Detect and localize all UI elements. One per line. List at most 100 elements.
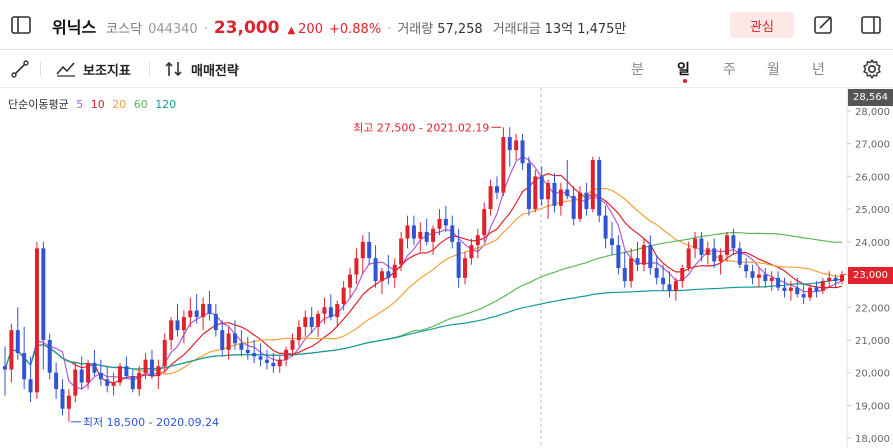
candle-body xyxy=(373,258,378,282)
candle-body xyxy=(316,313,321,327)
indicator-button[interactable]: 보조지표 xyxy=(55,58,131,80)
ma120-line xyxy=(4,278,843,370)
y-tick-label: 24,000 xyxy=(855,238,890,249)
candle-body xyxy=(737,248,742,265)
candle-body xyxy=(245,349,250,354)
candle-body xyxy=(827,277,832,282)
y-tick-label: 20,000 xyxy=(855,369,890,380)
ma10-line xyxy=(4,173,843,384)
period-minute[interactable]: 분 xyxy=(631,62,644,78)
candle-body xyxy=(769,277,774,282)
candle-body xyxy=(194,310,199,318)
trade-amount-value: 13억 1,475만 xyxy=(544,22,627,37)
candle-body xyxy=(750,271,755,278)
candle-body xyxy=(188,310,193,318)
candle-body xyxy=(79,369,84,383)
candle-body xyxy=(603,215,608,239)
candle-body xyxy=(514,140,519,151)
candle-body xyxy=(808,287,813,298)
candle-body xyxy=(641,245,646,265)
candle-body xyxy=(111,382,116,386)
candle-body xyxy=(501,137,506,193)
favorite-button[interactable]: 관심 xyxy=(730,12,794,38)
candle-body xyxy=(264,359,269,363)
price-change: 200 xyxy=(298,22,323,37)
candle-body xyxy=(840,274,844,282)
y-tick-label: 19,000 xyxy=(855,401,890,412)
high-annotation: 최고 27,500 - 2021.02.19 xyxy=(353,121,489,134)
candle-body xyxy=(348,274,353,288)
candle-body xyxy=(105,379,110,386)
period-week[interactable]: 주 xyxy=(723,62,736,78)
candle-body xyxy=(367,241,372,259)
candle-body xyxy=(239,343,244,350)
candle-body xyxy=(763,274,768,282)
toolbar-divider xyxy=(40,62,41,76)
left-panel-toggle-icon[interactable] xyxy=(10,15,32,35)
candlestick-chart[interactable]: 28,000 27,000 26,000 25,000 24,000 23,000 22,0… xyxy=(0,88,893,448)
candle-body xyxy=(322,307,327,314)
period-month[interactable]: 월 xyxy=(767,62,780,78)
candle-body xyxy=(546,182,551,200)
candle-body xyxy=(220,330,225,350)
candle-body xyxy=(258,356,263,360)
candle-body xyxy=(73,369,78,396)
candle-body xyxy=(47,340,52,373)
period-day[interactable]: 일 xyxy=(677,62,690,78)
ma20-label: 20 xyxy=(112,98,127,111)
candle-body xyxy=(271,362,276,367)
candle-body xyxy=(814,287,819,291)
candle-body xyxy=(584,192,589,210)
market-label: 코스닥 xyxy=(106,22,143,37)
right-panel-toggle-icon[interactable] xyxy=(860,15,882,35)
candle-body xyxy=(833,277,838,282)
price-change-pct: +0.88% xyxy=(328,22,382,37)
strategy-label: 매매전략 xyxy=(191,63,239,79)
volume-label: 거래량 xyxy=(397,22,434,37)
edit-icon[interactable] xyxy=(813,15,835,35)
candle-body xyxy=(724,235,729,255)
candle-body xyxy=(488,186,493,210)
candle-body xyxy=(744,264,749,272)
stock-header: 위닉스 코스닥 044340 · 23,000 ▲ 200 +0.88% · 거… xyxy=(0,0,893,50)
candle-body xyxy=(635,258,640,265)
candle-body xyxy=(181,317,186,331)
candle-body xyxy=(609,238,614,246)
candle-body xyxy=(795,287,800,295)
ma20-line xyxy=(4,187,843,376)
candle-body xyxy=(392,264,397,278)
strategy-button[interactable]: 매매전략 xyxy=(163,58,239,80)
candle-body xyxy=(124,366,129,376)
candle-body xyxy=(309,317,314,327)
candle-body xyxy=(712,248,717,262)
draw-line-icon[interactable] xyxy=(10,59,30,79)
candle-body xyxy=(552,182,557,206)
period-year[interactable]: 년 xyxy=(812,62,825,78)
candle-body xyxy=(558,189,563,206)
candle-body xyxy=(92,362,97,373)
settings-gear-icon[interactable] xyxy=(861,58,883,80)
candle-body xyxy=(667,284,672,291)
y-tick-label: 27,000 xyxy=(855,140,890,151)
chart-toolbar: 보조지표 매매전략 분 일 주 월 년 xyxy=(0,50,893,88)
candle-body xyxy=(469,245,474,259)
candle-body xyxy=(66,395,71,409)
ma10-label: 10 xyxy=(90,98,105,111)
candle-body xyxy=(41,248,46,340)
candle-body xyxy=(788,287,793,291)
ma-legend-title: 단순이동평균 xyxy=(8,98,69,111)
candle-body xyxy=(731,235,736,249)
candle-body xyxy=(162,340,167,367)
stock-name: 위닉스 xyxy=(52,18,97,37)
candle-body xyxy=(565,189,570,196)
candle-body xyxy=(801,294,806,298)
candle-body xyxy=(648,245,653,268)
trade-amount-label: 거래대금 xyxy=(492,22,541,37)
candle-body xyxy=(686,248,691,268)
candle-body xyxy=(820,281,825,291)
candle-body xyxy=(386,271,391,278)
candle-body xyxy=(149,359,154,376)
candle-body xyxy=(405,225,410,239)
ma120-label: 120 xyxy=(155,98,177,111)
top-price-tag: 28,564 xyxy=(848,89,893,106)
